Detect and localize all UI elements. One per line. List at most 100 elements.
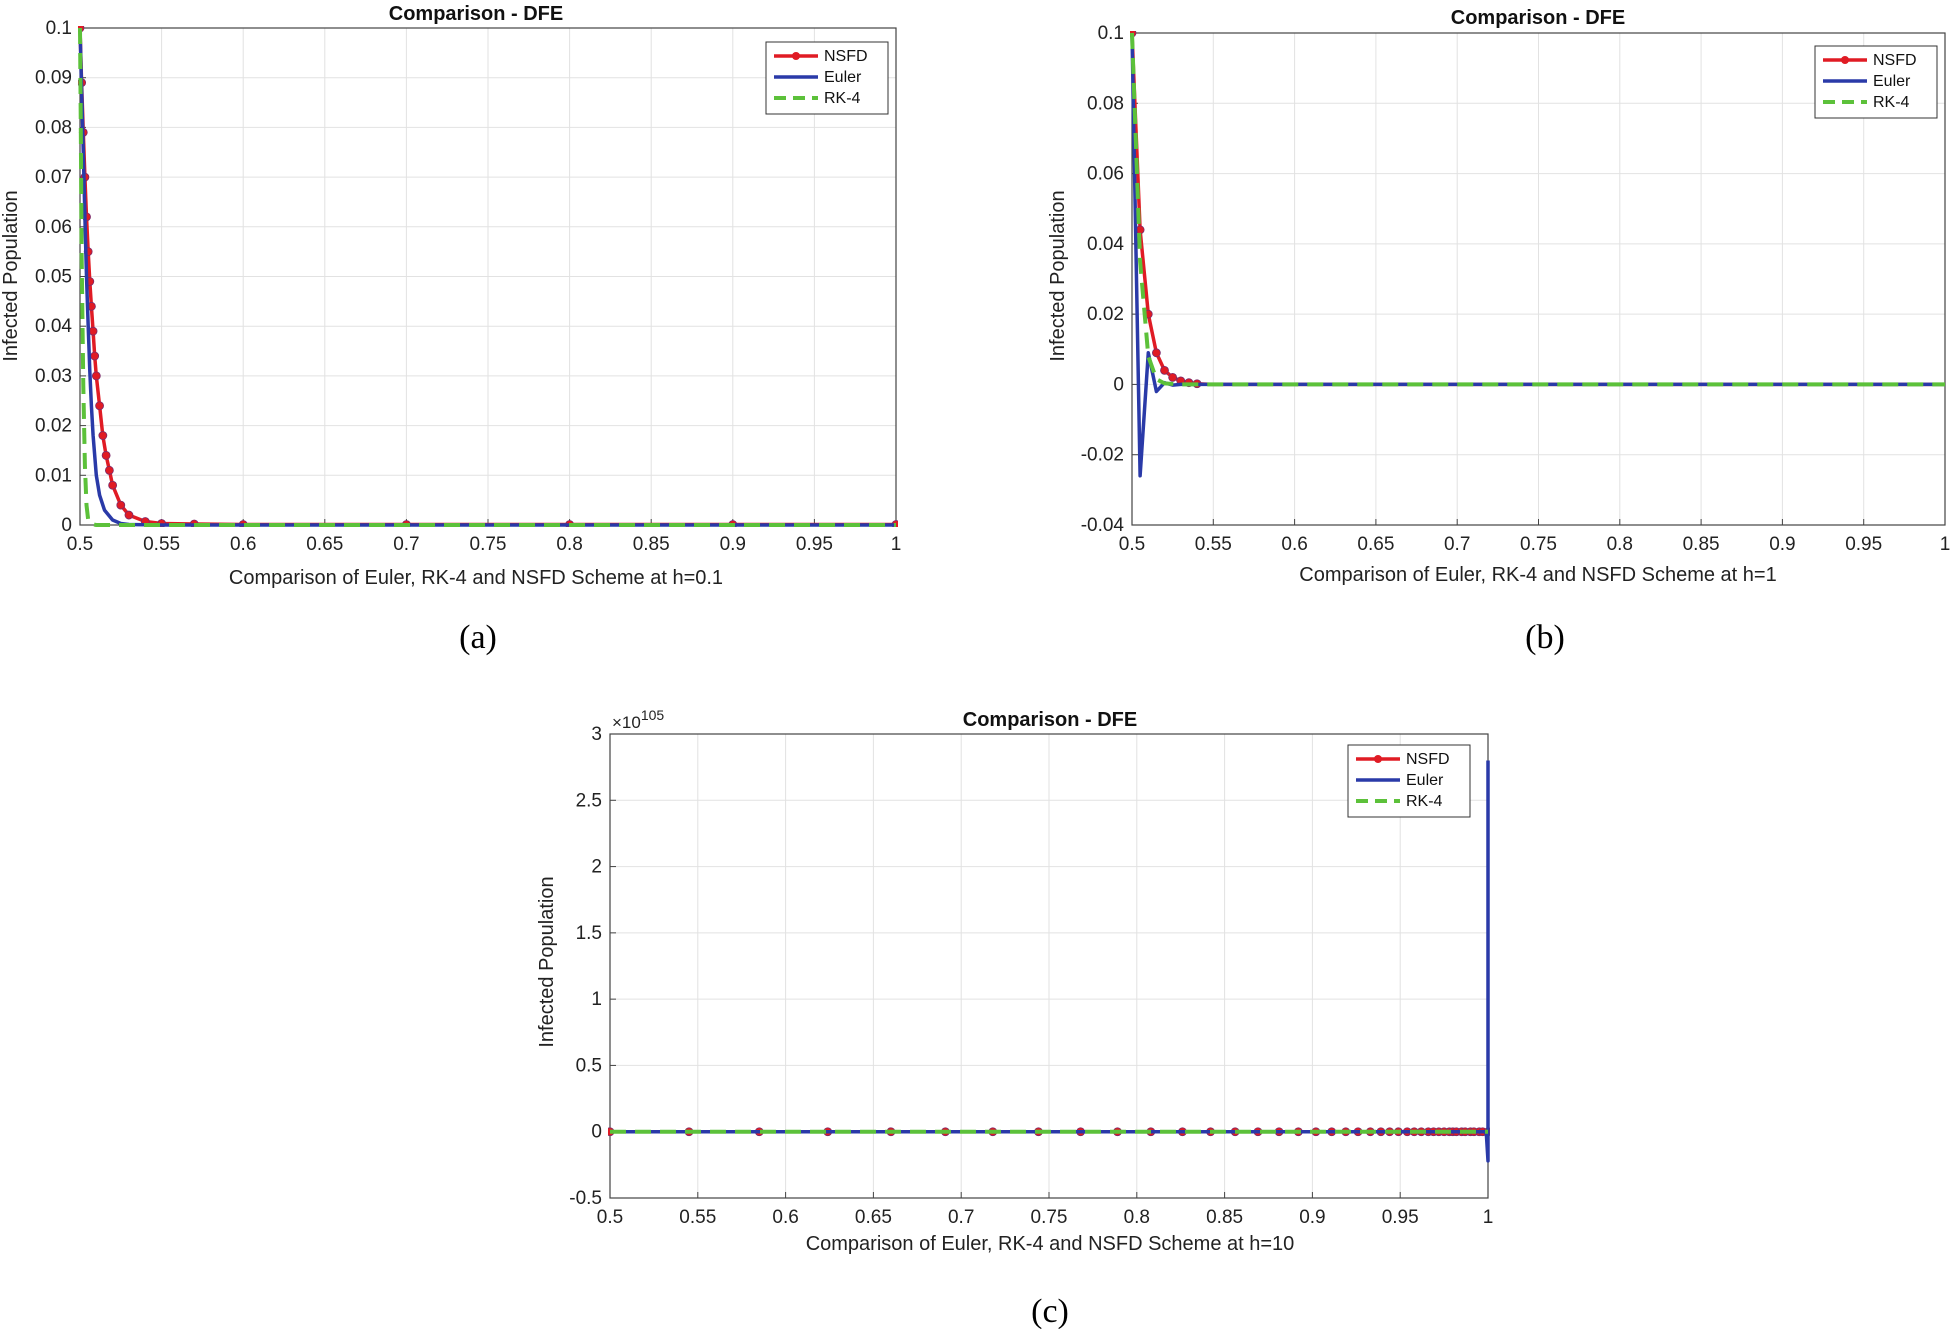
y-exponent-base: ×10 bbox=[612, 713, 641, 732]
x-tick-label: 0.65 bbox=[855, 1207, 892, 1228]
chart-title: Comparison - DFE bbox=[963, 709, 1137, 731]
x-tick-label: 0.7 bbox=[1444, 534, 1470, 555]
x-tick-label: 0.8 bbox=[1607, 534, 1633, 555]
x-tick-label: 0.95 bbox=[1845, 534, 1882, 555]
y-tick-label: 1 bbox=[591, 989, 602, 1010]
y-exponent-label: ×10105 bbox=[612, 707, 664, 732]
y-tick-label: 0.09 bbox=[35, 68, 72, 89]
y-tick-label: -0.02 bbox=[1081, 445, 1124, 466]
x-tick-label: 0.5 bbox=[67, 534, 93, 555]
y-tick-label: 0.1 bbox=[46, 18, 72, 39]
y-tick-label: 1.5 bbox=[576, 923, 602, 944]
chart-panel-c: Comparison - DFE Comparison of Euler, RK… bbox=[536, 707, 1493, 1329]
x-tick-label: 0.85 bbox=[1683, 534, 1720, 555]
legend-label: NSFD bbox=[1873, 52, 1917, 69]
series-point-nsfd bbox=[91, 371, 101, 381]
x-tick-label: 0.5 bbox=[597, 1207, 623, 1228]
x-tick-label: 0.95 bbox=[1382, 1207, 1419, 1228]
x-tick-label: 0.85 bbox=[1206, 1207, 1243, 1228]
legend-label: NSFD bbox=[1406, 751, 1450, 768]
y-tick-label: 0.01 bbox=[35, 465, 72, 486]
panel-caption: (a) bbox=[459, 619, 497, 656]
y-tick-label: 0.03 bbox=[35, 366, 72, 387]
y-axis-label: Infected Population bbox=[0, 190, 22, 361]
y-tick-label: 0.1 bbox=[1098, 23, 1124, 44]
y-tick-label: 0 bbox=[1113, 374, 1124, 395]
series-line-rk4 bbox=[1130, 32, 1945, 387]
series-point-nsfd bbox=[1160, 365, 1169, 375]
chart-title: Comparison - DFE bbox=[1451, 7, 1625, 29]
x-tick-label: 0.6 bbox=[772, 1207, 798, 1228]
x-tick-label: 0.65 bbox=[1357, 534, 1394, 555]
x-tick-label: 1 bbox=[1483, 1207, 1494, 1228]
chart-panel-a: Comparison - DFE Comparison of Euler, RK… bbox=[0, 3, 901, 656]
x-tick-label: 1 bbox=[1940, 534, 1950, 555]
series-point-nsfd bbox=[101, 451, 111, 460]
y-tick-label: 0.08 bbox=[35, 117, 72, 138]
x-tick-label: 0.6 bbox=[1281, 534, 1307, 555]
x-tick-label: 1 bbox=[891, 534, 902, 555]
x-tick-label: 0.75 bbox=[1031, 1207, 1068, 1228]
y-tick-label: 0.06 bbox=[35, 217, 72, 238]
y-tick-label: -0.5 bbox=[569, 1188, 602, 1209]
x-tick-label: 0.5 bbox=[1119, 534, 1145, 555]
y-axis-label: Infected Population bbox=[1047, 190, 1069, 361]
series-point-nsfd bbox=[90, 351, 100, 361]
legend-label: RK-4 bbox=[824, 90, 861, 107]
y-tick-label: 0.08 bbox=[1087, 93, 1124, 114]
legend-label: Euler bbox=[1406, 772, 1444, 789]
legend: NSFD Euler RK-4 bbox=[1347, 744, 1471, 818]
series-point-nsfd bbox=[95, 401, 104, 411]
legend-label: Euler bbox=[824, 69, 862, 86]
series-point-nsfd bbox=[1151, 348, 1161, 358]
legend-marker-nsfd bbox=[1841, 56, 1849, 64]
legend: NSFD Euler RK-4 bbox=[1814, 45, 1938, 119]
x-tick-label: 0.55 bbox=[143, 534, 180, 555]
chart-panel-b: Comparison - DFE Comparison of Euler, RK… bbox=[1047, 7, 1950, 656]
y-tick-label: 0 bbox=[61, 515, 72, 536]
x-axis-label: Comparison of Euler, RK-4 and NSFD Schem… bbox=[806, 1233, 1295, 1255]
y-tick-label: -0.04 bbox=[1081, 515, 1125, 536]
y-exponent-power: 105 bbox=[641, 707, 665, 723]
x-tick-label: 0.7 bbox=[948, 1207, 974, 1228]
series-line-rk4 bbox=[78, 27, 896, 527]
x-tick-label: 0.75 bbox=[470, 534, 507, 555]
x-tick-label: 0.9 bbox=[720, 534, 746, 555]
x-axis-label: Comparison of Euler, RK-4 and NSFD Schem… bbox=[1299, 564, 1776, 586]
x-tick-label: 0.9 bbox=[1769, 534, 1795, 555]
legend-marker-nsfd bbox=[1374, 755, 1382, 763]
x-tick-label: 0.95 bbox=[796, 534, 833, 555]
x-tick-label: 0.85 bbox=[633, 534, 670, 555]
y-tick-label: 0.07 bbox=[35, 167, 72, 188]
y-tick-label: 0.04 bbox=[35, 316, 72, 337]
legend-marker-nsfd bbox=[792, 52, 800, 60]
x-tick-label: 0.7 bbox=[393, 534, 419, 555]
y-tick-label: 2 bbox=[591, 857, 602, 878]
legend-label: RK-4 bbox=[1406, 793, 1443, 810]
x-tick-label: 0.75 bbox=[1520, 534, 1557, 555]
series-point-nsfd bbox=[1168, 372, 1178, 382]
series-point-nsfd bbox=[116, 500, 126, 510]
legend: NSFD Euler RK-4 bbox=[765, 41, 889, 115]
legend-label: RK-4 bbox=[1873, 94, 1910, 111]
panel-caption: (b) bbox=[1525, 619, 1565, 656]
y-tick-label: 0.02 bbox=[1087, 304, 1124, 325]
x-tick-label: 0.8 bbox=[1124, 1207, 1150, 1228]
y-tick-label: 2.5 bbox=[576, 790, 602, 811]
chart-title: Comparison - DFE bbox=[389, 3, 563, 25]
y-tick-label: 0.05 bbox=[35, 267, 72, 288]
legend-label: Euler bbox=[1873, 73, 1911, 90]
series-point-nsfd bbox=[108, 480, 118, 490]
x-axis-label: Comparison of Euler, RK-4 and NSFD Schem… bbox=[229, 567, 723, 589]
series-point-nsfd bbox=[88, 326, 98, 336]
x-tick-label: 0.65 bbox=[306, 534, 343, 555]
y-tick-label: 0.02 bbox=[35, 416, 72, 437]
y-tick-label: 0.5 bbox=[576, 1055, 602, 1076]
y-tick-label: 0 bbox=[591, 1122, 602, 1143]
series-point-nsfd bbox=[98, 431, 108, 440]
x-tick-label: 0.9 bbox=[1299, 1207, 1325, 1228]
legend-label: NSFD bbox=[824, 48, 868, 65]
y-axis-label: Infected Population bbox=[536, 876, 558, 1047]
x-tick-label: 0.55 bbox=[679, 1207, 716, 1228]
